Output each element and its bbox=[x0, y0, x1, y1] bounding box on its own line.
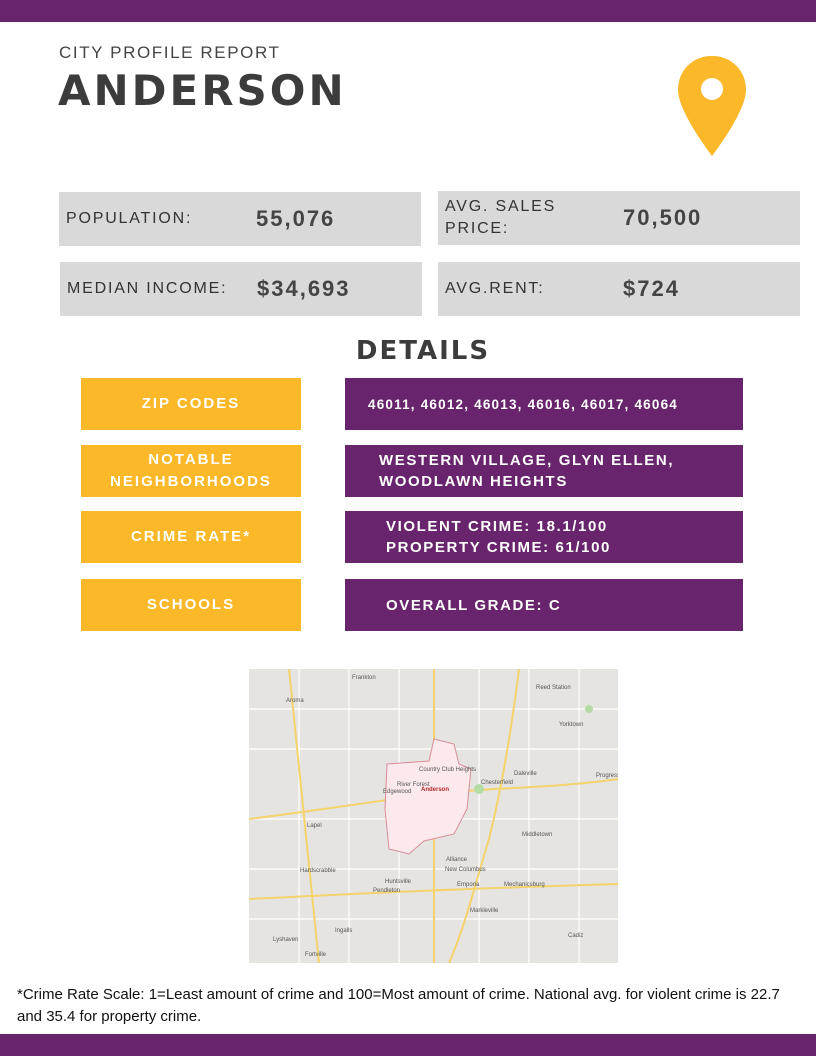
stat-label: AVG. SALES PRICE: bbox=[445, 198, 557, 237]
map-label: Frankton bbox=[352, 675, 376, 681]
detail-label: CRIME RATE* bbox=[81, 511, 301, 563]
detail-line: 46011, 46012, 46013, 46016, 46017, 46064 bbox=[368, 396, 679, 412]
map-label: Anderson bbox=[421, 787, 449, 793]
map-label: Cadiz bbox=[568, 933, 583, 939]
map-label: Yorktown bbox=[559, 722, 583, 728]
map-label: Daleville bbox=[514, 771, 537, 777]
detail-label: NOTABLE NEIGHBORHOODS bbox=[81, 445, 301, 497]
map-label: Progress bbox=[596, 773, 618, 779]
detail-value: VIOLENT CRIME: 18.1/100 PROPERTY CRIME: 6… bbox=[345, 511, 743, 563]
detail-label: ZIP CODES bbox=[81, 378, 301, 430]
detail-line: OVERALL GRADE: C bbox=[386, 596, 562, 614]
detail-line: VIOLENT CRIME: 18.1/100 bbox=[386, 518, 608, 535]
map-label: Reed Station bbox=[536, 685, 571, 691]
detail-line: WOODLAWN HEIGHTS bbox=[379, 473, 568, 490]
city-name: ANDERSON bbox=[58, 66, 347, 115]
top-bar bbox=[0, 0, 816, 22]
detail-value: WESTERN VILLAGE, GLYN ELLEN, WOODLAWN HEI… bbox=[345, 445, 743, 497]
detail-line: WESTERN VILLAGE, GLYN ELLEN, bbox=[379, 452, 675, 469]
stat-value: 55,076 bbox=[256, 206, 336, 231]
detail-value: OVERALL GRADE: C bbox=[345, 579, 743, 631]
map-label: Mechanicsburg bbox=[504, 882, 545, 888]
stat-box: AVG. SALES PRICE: 70,500 bbox=[438, 191, 800, 245]
map-label: Lapel bbox=[307, 823, 322, 829]
stat-value: $724 bbox=[623, 276, 680, 301]
map-label: Fortville bbox=[305, 952, 327, 958]
pin-icon bbox=[678, 56, 746, 156]
detail-line: PROPERTY CRIME: 61/100 bbox=[386, 539, 611, 556]
map-label: Markleville bbox=[470, 908, 499, 914]
map-label: Ingalls bbox=[335, 928, 352, 934]
map-label: Alliance bbox=[446, 857, 468, 863]
stat-value: $34,693 bbox=[257, 276, 351, 301]
stat-box: AVG.RENT: $724 bbox=[438, 262, 800, 316]
map-label: Edgewood bbox=[383, 789, 411, 795]
stat-label: POPULATION: bbox=[66, 210, 193, 227]
map: Frankton Reed Station Aroma Yorktown Country… bbox=[249, 669, 618, 963]
map-label: River Forest bbox=[397, 782, 430, 788]
stat-value: 70,500 bbox=[623, 205, 703, 230]
map-label: New Columbus bbox=[445, 867, 486, 873]
stat-box: POPULATION: 55,076 bbox=[59, 192, 421, 246]
map-label: Lyshaven bbox=[273, 937, 298, 943]
map-label: Aroma bbox=[286, 698, 304, 704]
map-label: Chesterfield bbox=[481, 780, 513, 786]
detail-label: SCHOOLS bbox=[81, 579, 301, 631]
map-label: Pendleton bbox=[373, 888, 400, 894]
map-label: Middletown bbox=[522, 832, 552, 838]
stat-label: MEDIAN INCOME: bbox=[67, 280, 228, 297]
detail-value: 46011, 46012, 46013, 46016, 46017, 46064 bbox=[345, 378, 743, 430]
bottom-bar bbox=[0, 1034, 816, 1056]
footnote: *Crime Rate Scale: 1=Least amount of cri… bbox=[17, 986, 780, 1025]
details-title: DETAILS bbox=[355, 336, 491, 366]
stat-label: AVG.RENT: bbox=[445, 280, 545, 297]
map-label: Emporia bbox=[457, 882, 480, 888]
map-label: Country Club Heights bbox=[419, 767, 476, 773]
map-label: Hardscrabble bbox=[300, 868, 336, 874]
stat-box: MEDIAN INCOME: $34,693 bbox=[60, 262, 422, 316]
kicker: CITY PROFILE REPORT bbox=[59, 43, 281, 62]
map-label: Huntsville bbox=[385, 879, 412, 885]
